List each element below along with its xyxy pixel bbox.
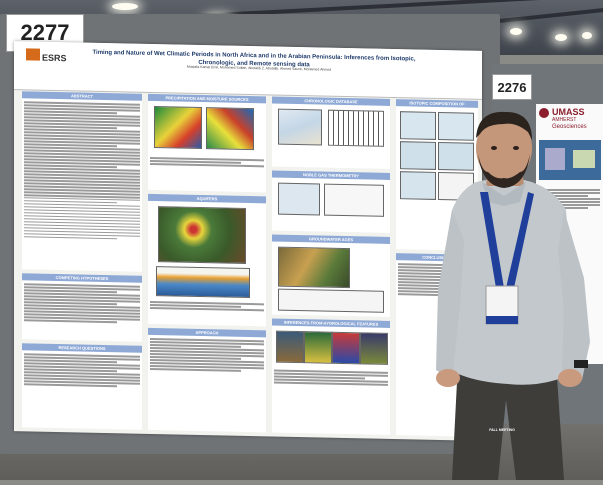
logo-mark-icon — [26, 48, 40, 61]
section-noble-gas: NOBLE GAS THERMOMETRY — [272, 170, 390, 233]
noble-gas-plot — [324, 183, 384, 217]
section-chronologic-database: CHRONOLOGIC DATABASE — [272, 96, 390, 169]
ceiling-light — [510, 28, 522, 35]
lanyard-right — [506, 192, 534, 288]
chronology-map — [278, 108, 322, 146]
section-aquifers: AQUIFERS — [148, 193, 266, 327]
ceiling-light — [112, 3, 138, 10]
groundwater-age-map — [278, 246, 350, 289]
badge-label: FALL MEETING — [489, 428, 515, 432]
neighbor-brand-sub: AMHERST — [552, 117, 577, 123]
section-approach: APPROACH — [148, 327, 266, 433]
section-abstract: ABSTRACT — [22, 91, 142, 272]
aquifer-map — [158, 206, 246, 264]
neighbor-brand: UMASS — [552, 107, 585, 117]
pants — [452, 362, 564, 480]
hair — [476, 111, 532, 140]
precipitation-map — [154, 106, 202, 150]
research-poster: ESRS Timing and Nature of Wet Climatic P… — [14, 41, 482, 441]
chronology-chart — [328, 109, 384, 147]
lanyard-left — [480, 192, 504, 288]
poster-header: ESRS Timing and Nature of Wet Climatic P… — [14, 41, 482, 100]
section-competing-hypotheses: COMPETING HYPOTHESES — [22, 273, 142, 342]
beard — [478, 154, 530, 188]
poster-logo: ESRS — [26, 47, 74, 76]
neighbor-board-number-sign: 2276 — [492, 74, 532, 100]
aquifer-cross-section — [156, 266, 250, 299]
umass-seal-icon — [539, 108, 549, 118]
head — [476, 114, 532, 182]
section-hydrological-features: INFERENCES FROM HYDROLOGICAL FEATURES — [272, 318, 390, 435]
hydro-image — [332, 331, 360, 365]
left-hand — [436, 369, 460, 387]
hydro-image — [276, 330, 304, 364]
ceiling-light — [555, 34, 567, 41]
groundwater-age-chart — [278, 288, 384, 313]
noble-gas-map — [278, 182, 320, 216]
right-hand — [558, 369, 582, 387]
section-groundwater-ages: GROUNDWATER AGES — [272, 234, 390, 317]
section-precipitation: PRECIPITATION AND MOISTURE SOURCES — [148, 93, 266, 193]
right-arm — [558, 210, 590, 380]
neighbor-dept: Geosciences — [552, 124, 587, 130]
hydro-image — [304, 331, 332, 364]
moisture-map — [206, 107, 254, 151]
left-eye — [491, 146, 497, 150]
hydro-image — [360, 332, 388, 365]
right-eye — [513, 146, 519, 150]
presenter-person: FALL MEETING — [424, 110, 599, 480]
neighbor-header-band — [539, 140, 601, 180]
section-research-questions: RESEARCH QUESTIONS — [22, 343, 142, 430]
left-arm — [436, 210, 464, 380]
wristwatch — [574, 360, 588, 368]
collar — [482, 182, 526, 206]
ceiling-light — [582, 32, 592, 39]
